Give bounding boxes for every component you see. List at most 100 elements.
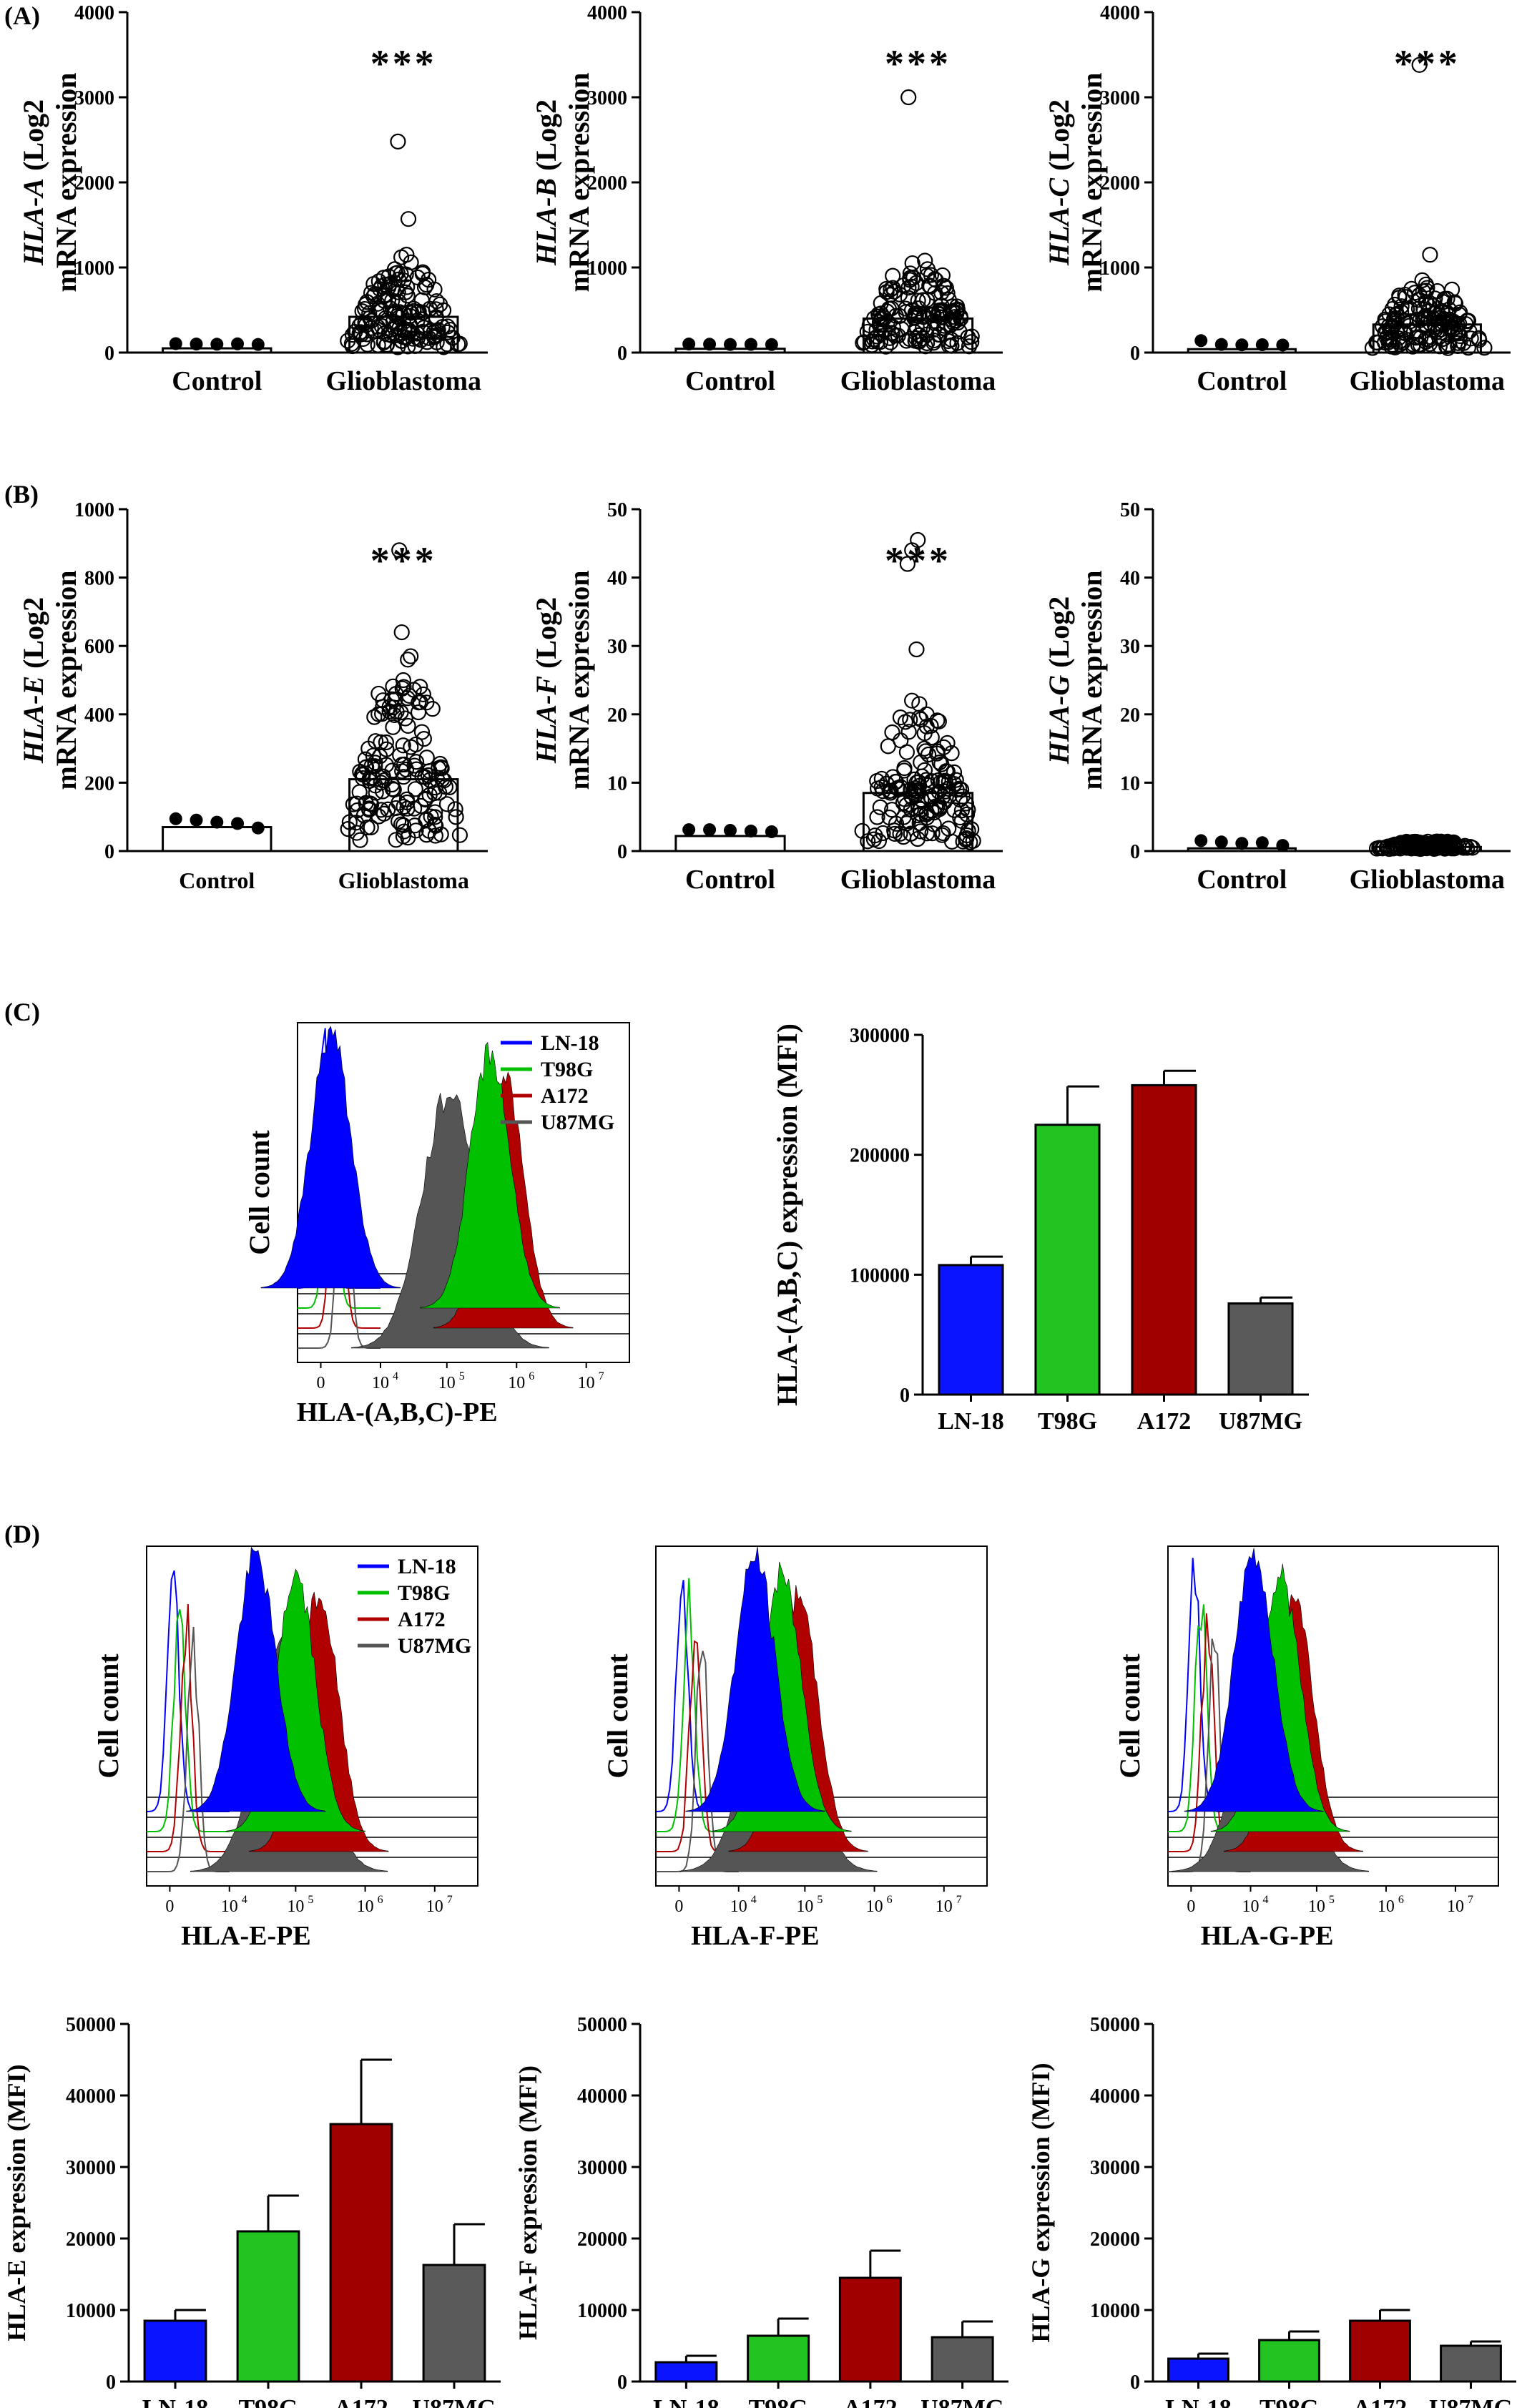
glioblastoma-point bbox=[1446, 294, 1463, 310]
y-tick-label: 200 bbox=[84, 772, 114, 795]
glioblastoma-point bbox=[936, 739, 952, 755]
bar-a172 bbox=[1349, 2319, 1411, 2383]
glioblastoma-point bbox=[1452, 304, 1468, 320]
category-control: Control bbox=[179, 868, 255, 893]
glioblastoma-point bbox=[923, 717, 939, 734]
y-tick-label: 3000 bbox=[1100, 87, 1140, 109]
control-point bbox=[682, 338, 696, 351]
glioblastoma-point bbox=[391, 542, 408, 559]
y-tick-label: 0 bbox=[1130, 841, 1140, 863]
y-tick-label: 600 bbox=[84, 636, 114, 658]
x-tick-exponent: 4 bbox=[242, 1894, 247, 1906]
glioblastoma-point bbox=[1471, 330, 1487, 346]
glioblastoma-point bbox=[923, 773, 940, 790]
isotype-curve-t98g bbox=[147, 1609, 230, 1832]
glioblastoma-point bbox=[396, 798, 412, 815]
significance-stars: *** bbox=[885, 42, 951, 85]
y-tick-label: 1000 bbox=[587, 257, 627, 280]
histogram-fill-ln-18 bbox=[685, 1545, 825, 1812]
y-tick-label: 1000 bbox=[74, 257, 114, 280]
bar-u87mg bbox=[422, 2264, 486, 2383]
glioblastoma-point bbox=[884, 325, 900, 342]
x-tick-label: A172 bbox=[1353, 2395, 1408, 2408]
y-label-unit: (Log2 bbox=[17, 597, 49, 676]
glioblastoma-point bbox=[875, 825, 891, 842]
glioblastoma-point bbox=[388, 265, 404, 282]
glioblastoma-point bbox=[429, 327, 446, 343]
y-axis-label: HLA-C (Log2 bbox=[1043, 99, 1075, 266]
histogram-fill-ln-18 bbox=[1184, 1548, 1324, 1812]
glioblastoma-point bbox=[391, 795, 407, 811]
glioblastoma-point bbox=[940, 333, 956, 350]
glioblastoma-point bbox=[926, 816, 942, 832]
y-axis-label-line2: mRNA expression bbox=[50, 72, 82, 292]
glioblastoma-point bbox=[378, 337, 395, 353]
category-control: Control bbox=[685, 366, 775, 396]
glioblastoma-point bbox=[884, 802, 900, 818]
category-control: Control bbox=[1197, 366, 1287, 396]
glioblastoma-point bbox=[901, 330, 918, 348]
y-axis-label-line2: mRNA expression bbox=[1076, 72, 1108, 292]
y-tick-label: 50 bbox=[607, 499, 627, 521]
glioblastoma-point bbox=[386, 707, 403, 723]
control-point bbox=[1276, 338, 1290, 352]
glioblastoma-point bbox=[892, 709, 909, 726]
glioblastoma-point bbox=[1476, 340, 1493, 356]
y-axis-label: HLA-B (Log2 bbox=[530, 99, 562, 266]
glioblastoma-point bbox=[406, 757, 423, 774]
glioblastoma-point bbox=[919, 261, 936, 277]
y-axis-label: HLA-A (Log2 bbox=[17, 99, 49, 266]
glioblastoma-point bbox=[392, 747, 408, 764]
control-point bbox=[703, 823, 717, 837]
y-tick-label: 0 bbox=[617, 2372, 627, 2394]
glioblastoma-point bbox=[948, 302, 965, 318]
glioblastoma-point bbox=[413, 292, 430, 308]
glioblastoma-point bbox=[960, 329, 976, 345]
glioblastoma-point bbox=[387, 691, 403, 708]
glioblastoma-point bbox=[915, 319, 931, 335]
y-label-unit: (Log2 bbox=[1043, 596, 1075, 675]
y-label-unit: (Log2 bbox=[530, 597, 562, 676]
control-point bbox=[724, 338, 737, 351]
control-point bbox=[1276, 839, 1290, 852]
glioblastoma-point bbox=[410, 704, 427, 721]
glioblastoma-point bbox=[406, 817, 423, 834]
glioblastoma-point bbox=[904, 692, 920, 709]
y-tick-label: 0 bbox=[104, 343, 114, 365]
x-tick-exponent: 5 bbox=[459, 1370, 465, 1382]
glioblastoma-point bbox=[911, 709, 928, 726]
y-tick-label: 10 bbox=[1120, 772, 1140, 795]
y-tick-label: 50000 bbox=[577, 2014, 627, 2036]
glioblastoma-point bbox=[952, 791, 968, 808]
y-tick-label: 300000 bbox=[850, 1025, 910, 1047]
glioblastoma-point bbox=[939, 285, 956, 302]
glioblastoma-point bbox=[1437, 312, 1453, 328]
x-tick-label: T98G bbox=[238, 2395, 298, 2408]
glioblastoma-point bbox=[1443, 281, 1460, 298]
x-tick-label: LN-18 bbox=[653, 2395, 720, 2408]
y-tick-label: 1000 bbox=[1100, 257, 1140, 280]
category-glioblastoma: Glioblastoma bbox=[1350, 366, 1505, 396]
panel-label-b: (B) bbox=[4, 480, 39, 508]
glioblastoma-point bbox=[399, 288, 416, 304]
glioblastoma-point bbox=[931, 755, 948, 771]
category-control: Control bbox=[1197, 865, 1287, 895]
significance-stars: *** bbox=[370, 539, 437, 582]
glioblastoma-point bbox=[426, 324, 442, 340]
glioblastoma-point bbox=[860, 833, 876, 850]
glioblastoma-point bbox=[438, 796, 456, 812]
glioblastoma-point bbox=[942, 303, 958, 320]
glioblastoma-point bbox=[914, 768, 931, 785]
glioblastoma-point bbox=[361, 305, 378, 322]
glioblastoma-point bbox=[421, 300, 438, 317]
control-point bbox=[1255, 836, 1269, 850]
glioblastoma-point bbox=[900, 290, 916, 306]
glioblastoma-point bbox=[416, 731, 432, 747]
bar-a172 bbox=[329, 2123, 393, 2383]
y-tick-label: 2000 bbox=[1100, 172, 1140, 195]
y-axis-label: HLA-G (Log2 bbox=[1043, 596, 1075, 765]
glioblastoma-point bbox=[352, 832, 368, 848]
